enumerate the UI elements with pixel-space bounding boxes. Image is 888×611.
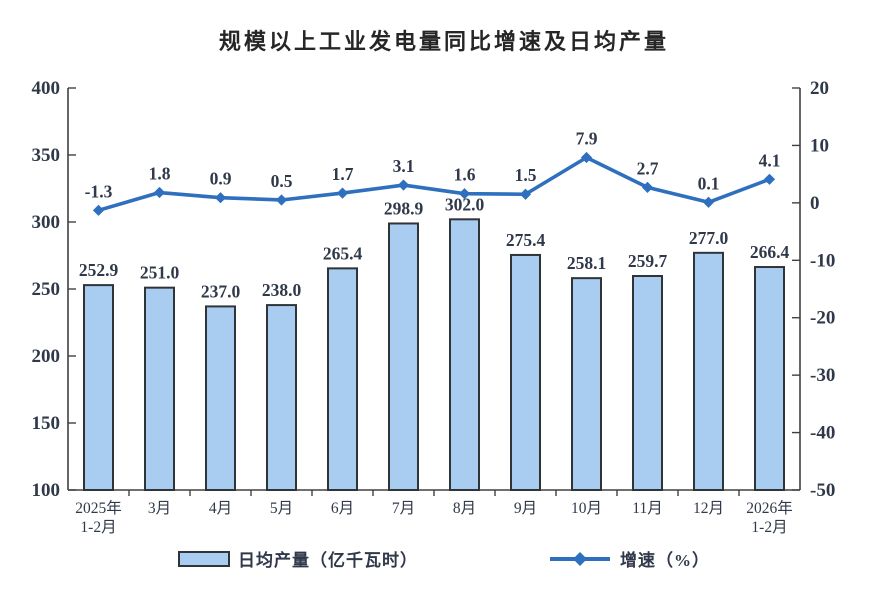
- bar: [83, 284, 114, 491]
- line-value-label: 1.8: [149, 164, 171, 184]
- bar-value-label: 266.4: [750, 242, 790, 262]
- line-value-label: 7.9: [576, 128, 598, 148]
- line-marker: [519, 188, 532, 200]
- x-tick-label: 6月: [331, 500, 354, 517]
- left-axis-tick-label: 250: [32, 279, 61, 300]
- line-marker-icon: [550, 551, 610, 566]
- bar: [449, 218, 480, 491]
- bar-value-label: 265.4: [323, 243, 363, 263]
- line-value-label: 1.5: [515, 165, 537, 185]
- x-tick-label: 1-2月: [751, 519, 787, 536]
- right-axis-tick-label: 0: [810, 193, 820, 214]
- line-marker: [397, 179, 410, 191]
- line-value-label: 4.1: [759, 150, 781, 170]
- line-marker: [763, 173, 776, 185]
- bar-value-label: 298.9: [384, 198, 424, 218]
- line-marker: [336, 187, 349, 199]
- bar: [327, 267, 358, 491]
- line-marker: [458, 188, 471, 200]
- bar-value-label: 275.4: [506, 230, 546, 250]
- legend-line-label: 增速（%）: [620, 551, 710, 570]
- bar-value-label: 252.9: [79, 260, 119, 280]
- bar-value-label: 259.7: [628, 251, 668, 271]
- line-value-label: 0.5: [271, 171, 293, 191]
- left-axis-tick-label: 350: [32, 145, 61, 166]
- legend-item-bar: 日均产量（亿千瓦时）: [178, 546, 418, 571]
- x-tick-label: 7月: [392, 500, 415, 517]
- right-axis-tick-label: -20: [810, 308, 835, 329]
- x-tick-label: 11月: [632, 500, 662, 517]
- left-axis-tick-label: 100: [32, 480, 61, 501]
- line-value-label: 2.7: [637, 158, 659, 178]
- line-value-label: 1.7: [332, 164, 354, 184]
- x-tick-label: 9月: [514, 500, 537, 517]
- line-value-label: 3.1: [393, 156, 415, 176]
- x-tick-label: 4月: [209, 500, 232, 517]
- line-marker: [275, 194, 288, 206]
- x-tick-label: 3月: [148, 500, 171, 517]
- bar: [693, 251, 724, 491]
- legend-bar-label: 日均产量（亿千瓦时）: [238, 551, 418, 570]
- bar: [144, 286, 175, 491]
- line-marker: [153, 186, 166, 199]
- right-axis-tick-label: -50: [810, 480, 835, 501]
- right-axis-tick-label: 10: [810, 135, 829, 156]
- x-tick-label: 8月: [453, 500, 476, 517]
- line-marker: [702, 196, 715, 208]
- x-tick-label: 2025年: [75, 499, 122, 517]
- bar: [266, 304, 297, 491]
- line-value-label: -1.3: [85, 181, 113, 201]
- bar-value-label: 251.0: [140, 263, 180, 283]
- bar-value-label: 302.0: [445, 194, 485, 214]
- line-marker: [641, 181, 654, 193]
- growth-line: [97, 155, 771, 213]
- right-axis-tick-label: 20: [810, 78, 829, 99]
- x-tick-label: 5月: [270, 500, 293, 517]
- chart-legend: 日均产量（亿千瓦时） 增速（%）: [0, 546, 888, 571]
- x-tick-label: 1-2月: [80, 519, 116, 536]
- x-tick-label: 12月: [693, 500, 724, 517]
- bar: [754, 266, 785, 491]
- left-axis-tick-label: 200: [32, 346, 61, 367]
- right-axis-tick-label: -40: [810, 423, 835, 444]
- x-tick-label: 10月: [571, 500, 602, 517]
- bar: [632, 275, 663, 491]
- bar-swatch-icon: [178, 550, 230, 567]
- x-tick-label: 2026年: [746, 499, 793, 517]
- chart-title: 规模以上工业发电量同比增速及日均产量: [218, 29, 669, 54]
- left-axis-tick-label: 400: [32, 78, 61, 99]
- bar-value-label: 258.1: [567, 253, 606, 273]
- right-axis-tick-label: -10: [810, 250, 835, 271]
- line-marker: [92, 204, 105, 216]
- left-axis-tick-label: 300: [32, 212, 61, 233]
- bar-value-label: 237.0: [201, 281, 241, 301]
- bar: [388, 222, 419, 491]
- line-value-label: 0.9: [210, 169, 232, 189]
- bar-value-label: 277.0: [689, 228, 729, 248]
- chart-plot-area: 40035030025020015010020100-10-20-30-40-5…: [32, 78, 836, 536]
- legend-item-line: 增速（%）: [548, 546, 710, 571]
- right-axis-tick-label: -30: [810, 365, 835, 386]
- bar: [571, 277, 602, 491]
- left-axis-tick-label: 150: [32, 413, 61, 434]
- bar: [205, 305, 236, 491]
- line-value-label: 0.1: [698, 173, 720, 193]
- bar-value-label: 238.0: [262, 280, 302, 300]
- line-value-label: 1.6: [454, 165, 476, 185]
- bar: [510, 253, 541, 491]
- line-marker: [214, 192, 227, 204]
